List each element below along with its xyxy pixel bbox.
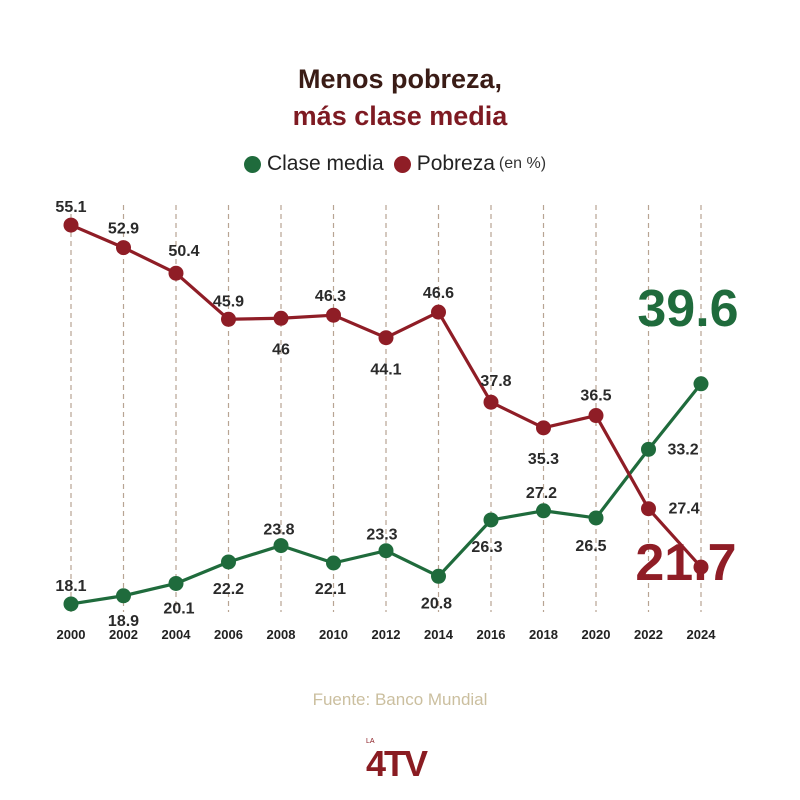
clase-media-point-2004 xyxy=(168,575,184,591)
clase-media-value-label-2024: 39.6 xyxy=(637,280,738,338)
pobreza-point-2008 xyxy=(273,310,289,326)
legend-swatch-red xyxy=(393,155,411,173)
clase-media-value-label-2008: 23.8 xyxy=(263,522,294,539)
clase-media-point-2014 xyxy=(431,568,446,584)
legend-swatch-green xyxy=(243,155,261,173)
x-tick-label-2004: 2004 xyxy=(162,627,192,642)
pobreza-value-label-2010: 46.3 xyxy=(315,288,346,305)
pobreza-point-2002 xyxy=(116,240,131,256)
x-tick-label-2018: 2018 xyxy=(529,627,558,642)
pobreza-point-2000 xyxy=(63,217,79,233)
pobreza-point-2022 xyxy=(641,501,656,517)
source-note: Fuente: Banco Mundial xyxy=(312,690,488,709)
pobreza-point-2016 xyxy=(483,394,499,410)
x-tick-label-2020: 2020 xyxy=(582,627,611,642)
clase-media-point-2018 xyxy=(536,503,551,519)
clase-media-value-label-2020: 26.5 xyxy=(575,538,606,555)
legend-label-pobreza: Pobreza xyxy=(416,152,495,175)
clase-media-point-2016 xyxy=(483,512,499,528)
x-tick-label-2000: 2000 xyxy=(57,627,86,642)
pobreza-point-2012 xyxy=(378,330,394,346)
clase-media-value-label-2022: 33.2 xyxy=(668,441,699,458)
clase-media-value-label-2018: 27.2 xyxy=(526,485,557,502)
legend-label-clase-media: Clase media xyxy=(266,152,384,175)
x-tick-label-2012: 2012 xyxy=(372,627,401,642)
pobreza-point-2018 xyxy=(536,420,551,436)
x-tick-label-2024: 2024 xyxy=(687,627,717,642)
pobreza-value-label-2002: 52.9 xyxy=(108,221,139,238)
pobreza-value-label-2014: 46.6 xyxy=(423,285,454,302)
pobreza-value-label-2024: 21.7 xyxy=(635,534,736,592)
clase-media-value-label-2000: 18.1 xyxy=(55,578,86,595)
pobreza-value-label-2000: 55.1 xyxy=(55,199,86,216)
chart-title: Menos pobreza, xyxy=(297,64,503,94)
legend: Clase media Pobreza (en %) xyxy=(0,152,800,176)
clase-media-point-2022 xyxy=(641,441,656,457)
clase-media-point-2000 xyxy=(63,596,79,612)
chart-subtitle: más clase media xyxy=(292,101,508,131)
pobreza-value-label-2016: 37.8 xyxy=(480,373,511,390)
legend-unit-note: (en %) xyxy=(498,155,547,172)
pobreza-value-label-2008: 46 xyxy=(272,341,290,358)
clase-media-value-label-2016: 26.3 xyxy=(471,539,502,556)
logo-small-text: LA xyxy=(366,738,375,745)
pobreza-value-label-2022: 27.4 xyxy=(669,501,700,518)
pobreza-value-label-2004: 50.4 xyxy=(168,243,199,260)
clase-media-value-label-2002: 18.9 xyxy=(108,613,139,630)
pobreza-point-2004 xyxy=(168,265,184,281)
clase-media-value-label-2004: 20.1 xyxy=(163,600,194,617)
pobreza-point-2020 xyxy=(588,408,604,424)
legend-item-clase-media: Clase media xyxy=(243,152,384,176)
pobreza-point-2006 xyxy=(221,311,236,327)
pobreza-point-2014 xyxy=(431,304,446,320)
clase-media-point-2002 xyxy=(116,588,131,604)
clase-media-point-2010 xyxy=(326,555,341,571)
x-tick-label-2002: 2002 xyxy=(109,627,138,642)
clase-media-value-label-2010: 22.1 xyxy=(315,581,346,598)
x-tick-label-2022: 2022 xyxy=(634,627,663,642)
pobreza-value-label-2006: 45.9 xyxy=(213,293,244,310)
logo-main-text: 4TV xyxy=(366,743,428,784)
clase-media-point-2006 xyxy=(221,554,236,570)
pobreza-value-label-2020: 36.5 xyxy=(580,388,611,405)
pobreza-point-2024 xyxy=(693,559,709,575)
x-tick-label-2010: 2010 xyxy=(319,627,348,642)
clase-media-point-2008 xyxy=(273,538,289,554)
clase-media-point-2012 xyxy=(378,543,394,559)
legend-item-pobreza: Pobreza (en %) xyxy=(393,152,547,176)
x-tick-label-2014: 2014 xyxy=(424,627,454,642)
4tv-logo: LA 4TV xyxy=(366,738,430,784)
clase-media-value-label-2014: 20.8 xyxy=(421,595,452,612)
x-tick-label-2006: 2006 xyxy=(214,627,243,642)
clase-media-value-label-2006: 22.2 xyxy=(213,581,244,598)
clase-media-point-2024 xyxy=(693,376,709,392)
pobreza-value-label-2018: 35.3 xyxy=(528,451,559,468)
x-tick-label-2016: 2016 xyxy=(477,627,506,642)
x-tick-label-2008: 2008 xyxy=(267,627,296,642)
clase-media-value-label-2012: 23.3 xyxy=(366,527,397,544)
pobreza-point-2010 xyxy=(326,307,341,323)
pobreza-value-label-2012: 44.1 xyxy=(370,362,401,379)
clase-media-point-2020 xyxy=(588,510,604,526)
